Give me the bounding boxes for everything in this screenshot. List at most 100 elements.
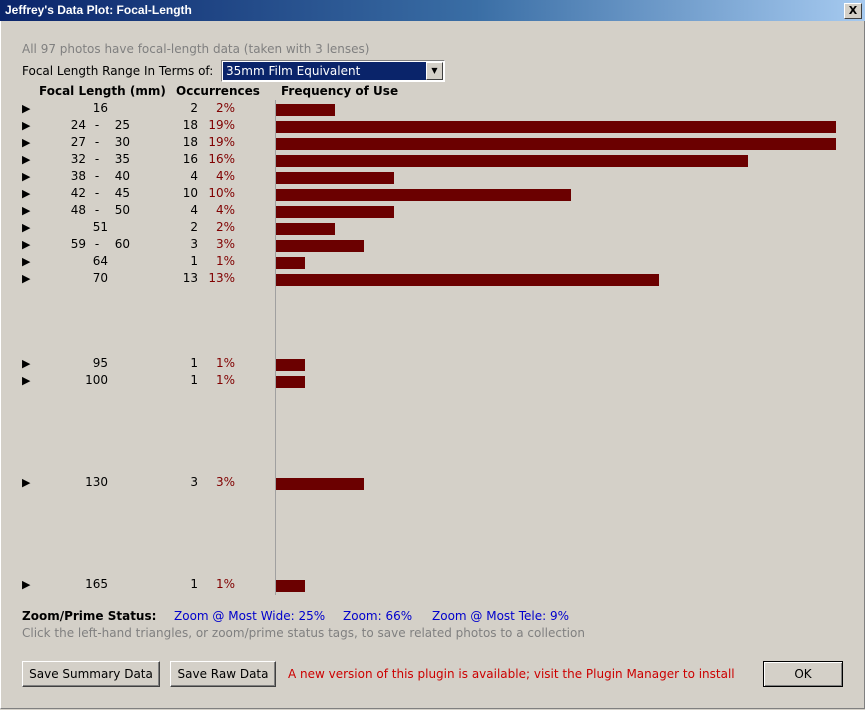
percent-value: 1% [215,373,235,387]
focal-length-value: 165 [85,577,108,591]
data-row: ▶ 32-35 16 16% [0,152,865,169]
focal-length-low: 24 [70,118,86,132]
triangle-icon[interactable]: ▶ [22,102,31,115]
data-row: ▶ 70 13 13% [0,271,865,288]
title-bar: Jeffrey's Data Plot: Focal-Length X [0,0,865,21]
window-title: Jeffrey's Data Plot: Focal-Length [5,3,192,17]
chart-axis [275,100,276,595]
triangle-icon[interactable]: ▶ [22,170,31,183]
triangle-icon[interactable]: ▶ [22,136,31,149]
focal-length-high: 40 [114,169,130,183]
frequency-bar [276,189,571,201]
range-separator: - [94,186,100,200]
focal-length-high: 35 [114,152,130,166]
frequency-bar [276,155,748,167]
occurrence-count: 18 [182,118,198,132]
triangle-icon[interactable]: ▶ [22,578,31,591]
percent-value: 13% [208,271,235,285]
range-select-value: 35mm Film Equivalent [223,62,426,80]
triangle-icon[interactable]: ▶ [22,204,31,217]
occurrence-count: 1 [190,373,198,387]
triangle-icon[interactable]: ▶ [22,357,31,370]
occurrence-count: 4 [190,203,198,217]
focal-length-header: Focal Length (mm) [39,84,166,98]
close-button[interactable]: X [844,3,862,19]
focal-length-high: 60 [114,237,130,251]
data-row: ▶ 100 1 1% [0,373,865,390]
summary-text: All 97 photos have focal-length data (ta… [22,42,370,56]
save-raw-data-button[interactable]: Save Raw Data [170,661,276,687]
data-row: ▶ 130 3 3% [0,475,865,492]
range-label: Focal Length Range In Terms of: [22,64,214,78]
focal-length-low: 42 [70,186,86,200]
triangle-icon[interactable]: ▶ [22,272,31,285]
triangle-icon[interactable]: ▶ [22,221,31,234]
occurrence-count: 3 [190,475,198,489]
percent-value: 10% [208,186,235,200]
focal-length-high: 25 [114,118,130,132]
percent-value: 19% [208,135,235,149]
frequency-bar [276,223,335,235]
occurrence-count: 10 [182,186,198,200]
data-row: ▶ 24-25 18 19% [0,118,865,135]
zoom-most-wide-tag[interactable]: Zoom @ Most Wide: 25% [174,609,326,623]
frequency-bar [276,478,364,490]
frequency-bar [276,104,335,116]
frequency-bar [276,206,394,218]
range-select[interactable]: 35mm Film Equivalent ▼ [221,60,445,82]
save-summary-data-button[interactable]: Save Summary Data [22,661,160,687]
occurrence-count: 16 [182,152,198,166]
occurrence-count: 2 [190,101,198,115]
data-row: ▶ 38-40 4 4% [0,169,865,186]
triangle-icon[interactable]: ▶ [22,238,31,251]
percent-value: 3% [215,237,235,251]
triangle-icon[interactable]: ▶ [22,374,31,387]
data-row: ▶ 165 1 1% [0,577,865,594]
range-separator: - [94,135,100,149]
percent-value: 1% [215,254,235,268]
triangle-icon[interactable]: ▶ [22,187,31,200]
occurrence-count: 2 [190,220,198,234]
range-separator: - [94,152,100,166]
triangle-icon[interactable]: ▶ [22,153,31,166]
occurrences-header: Occurrences [176,84,260,98]
triangle-icon[interactable]: ▶ [22,119,31,132]
frequency-bar [276,274,659,286]
update-notice: A new version of this plugin is availabl… [288,667,735,681]
focal-length-low: 59 [70,237,86,251]
frequency-bar [276,580,305,592]
triangle-icon[interactable]: ▶ [22,255,31,268]
percent-value: 4% [215,203,235,217]
chevron-down-icon[interactable]: ▼ [426,62,443,80]
focal-length-value: 130 [85,475,108,489]
occurrence-count: 3 [190,237,198,251]
percent-value: 19% [208,118,235,132]
occurrence-count: 1 [190,254,198,268]
focal-length-low: 48 [70,203,86,217]
range-separator: - [94,237,100,251]
frequency-bar [276,240,364,252]
hint-text: Click the left-hand triangles, or zoom/p… [22,626,585,640]
range-separator: - [94,118,100,132]
frequency-bar [276,121,836,133]
data-row: ▶ 64 1 1% [0,254,865,271]
focal-length-value: 100 [85,373,108,387]
frequency-bar [276,359,305,371]
percent-value: 1% [215,356,235,370]
focal-length-high: 45 [114,186,130,200]
focal-length-value: 51 [92,220,108,234]
percent-value: 4% [215,169,235,183]
frequency-header: Frequency of Use [281,84,399,98]
zoom-prime-status-label: Zoom/Prime Status: [22,609,157,623]
range-separator: - [94,203,100,217]
focal-length-value: 95 [92,356,108,370]
frequency-bar [276,376,305,388]
zoom-tag[interactable]: Zoom: 66% [343,609,413,623]
data-row: ▶ 48-50 4 4% [0,203,865,220]
triangle-icon[interactable]: ▶ [22,476,31,489]
zoom-most-tele-tag[interactable]: Zoom @ Most Tele: 9% [432,609,569,623]
frequency-bar [276,138,836,150]
ok-button[interactable]: OK [763,661,843,687]
data-row: ▶ 51 2 2% [0,220,865,237]
percent-value: 16% [208,152,235,166]
